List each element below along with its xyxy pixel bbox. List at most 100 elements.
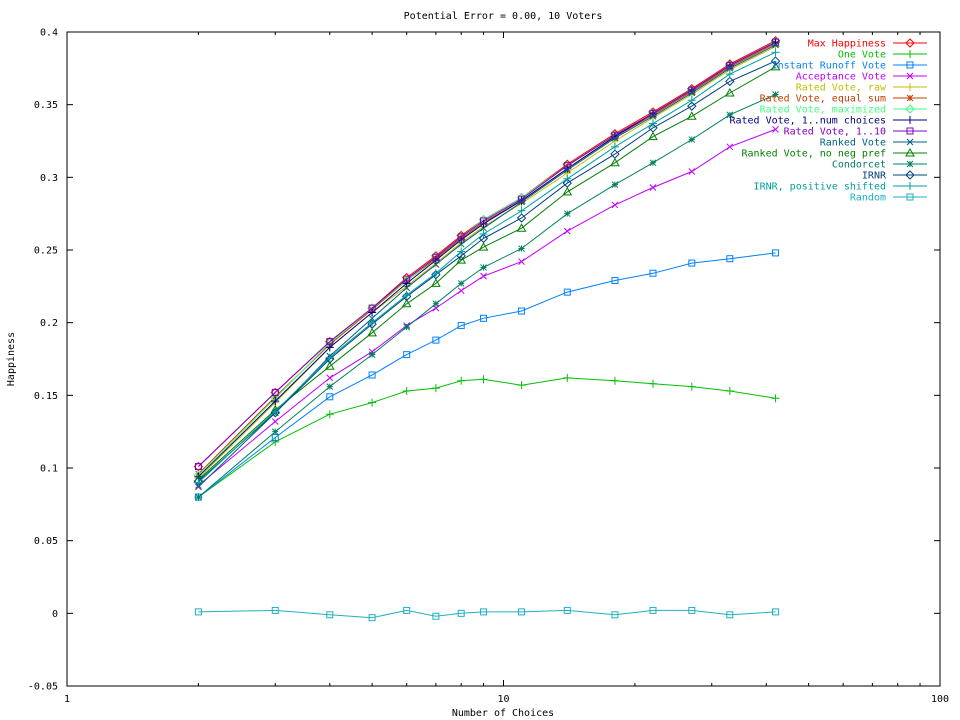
y-tick-label: 0.4	[40, 28, 58, 39]
data-point	[480, 224, 487, 232]
series-13	[194, 48, 780, 487]
data-point	[271, 388, 279, 396]
y-tick-label: 0.2	[40, 318, 58, 329]
x-axis: 1 10 100	[64, 32, 949, 705]
data-point	[403, 275, 411, 283]
data-point	[432, 612, 440, 620]
series-line	[198, 252, 776, 498]
data-point	[518, 258, 525, 265]
series-9	[195, 41, 779, 491]
data-point	[610, 376, 619, 385]
data-point	[194, 463, 202, 471]
data-point	[326, 393, 334, 401]
data-point	[457, 233, 465, 241]
data-point	[563, 227, 571, 235]
data-point	[402, 279, 411, 288]
legend-marker	[906, 94, 914, 102]
legend-marker	[906, 50, 914, 58]
data-point	[563, 166, 571, 174]
legend-label: Rated Vote, equal sum	[760, 94, 886, 105]
data-point	[194, 478, 203, 487]
data-point	[563, 162, 571, 170]
series-1	[194, 373, 780, 502]
data-point	[195, 493, 202, 501]
series-8	[194, 38, 780, 471]
data-point	[610, 142, 619, 151]
data-point	[771, 394, 780, 403]
data-point	[480, 217, 488, 225]
y-tick-label: 0	[52, 609, 58, 620]
data-point	[431, 384, 440, 393]
series-12	[193, 56, 781, 486]
y-axis: -0.05 0 0.05 0.1 0.15 0.2 0.25 0.3 0.35 0.4	[28, 28, 940, 693]
data-point	[432, 261, 440, 268]
data-point	[324, 361, 335, 370]
legend-label: Rated Vote, maximized	[760, 105, 886, 116]
y-tick-label: 0.25	[34, 246, 58, 257]
data-point	[480, 272, 487, 280]
data-point	[194, 608, 202, 616]
data-point	[687, 382, 696, 391]
y-axis-label: Happiness	[6, 332, 17, 386]
series-11	[195, 91, 779, 501]
data-point	[431, 269, 440, 278]
data-point	[517, 206, 526, 215]
chart-title: Potential Error = 0.00, 10 Voters	[404, 11, 603, 22]
data-point	[726, 611, 734, 619]
data-point	[479, 375, 488, 384]
legend-marker	[905, 147, 915, 157]
data-point	[772, 41, 779, 49]
data-point	[610, 149, 620, 159]
data-point	[403, 323, 411, 331]
x-tick-label: 1	[64, 694, 70, 705]
data-point	[688, 259, 696, 267]
data-point	[688, 606, 696, 614]
data-point	[518, 245, 525, 252]
legend-label: Rated Vote, 1..10	[784, 127, 886, 138]
data-point	[271, 407, 280, 416]
data-point	[563, 174, 572, 183]
data-point	[271, 418, 279, 425]
legend-label: Rated Vote, 1..num choices	[729, 116, 886, 127]
legend-label: Ranked Vote, no neg pref	[742, 149, 887, 160]
data-point	[403, 606, 411, 614]
data-point	[518, 307, 526, 315]
legend-marker	[906, 72, 914, 80]
data-point	[686, 111, 697, 120]
data-point	[724, 88, 735, 97]
y-tick-label: 0.3	[40, 173, 58, 184]
data-point	[648, 379, 657, 388]
data-point	[457, 247, 466, 256]
legend-marker	[906, 182, 914, 190]
data-point	[649, 184, 657, 191]
data-point	[563, 606, 571, 614]
data-point	[457, 240, 465, 248]
data-point	[480, 264, 487, 271]
data-point	[326, 374, 334, 382]
legend-label: Ranked Vote	[820, 138, 886, 149]
data-point	[271, 437, 280, 446]
data-point	[367, 327, 377, 337]
data-point	[688, 168, 696, 175]
data-point	[480, 314, 488, 322]
data-point	[649, 606, 657, 614]
data-point	[432, 336, 440, 344]
data-point	[649, 159, 657, 167]
data-point	[611, 201, 619, 209]
data-point	[725, 70, 734, 79]
data-point	[562, 186, 573, 196]
data-point	[649, 112, 657, 120]
x-axis-label: Number of Choices	[452, 708, 554, 719]
x-tick-label: 10	[497, 694, 509, 705]
data-point	[403, 284, 411, 292]
data-point	[368, 614, 376, 622]
data-point	[687, 101, 697, 111]
data-point	[326, 611, 334, 619]
legend-marker	[906, 116, 914, 124]
data-point	[271, 393, 279, 401]
data-point	[368, 351, 376, 358]
data-point	[725, 76, 735, 87]
data-point	[326, 383, 334, 390]
data-point	[517, 381, 526, 390]
